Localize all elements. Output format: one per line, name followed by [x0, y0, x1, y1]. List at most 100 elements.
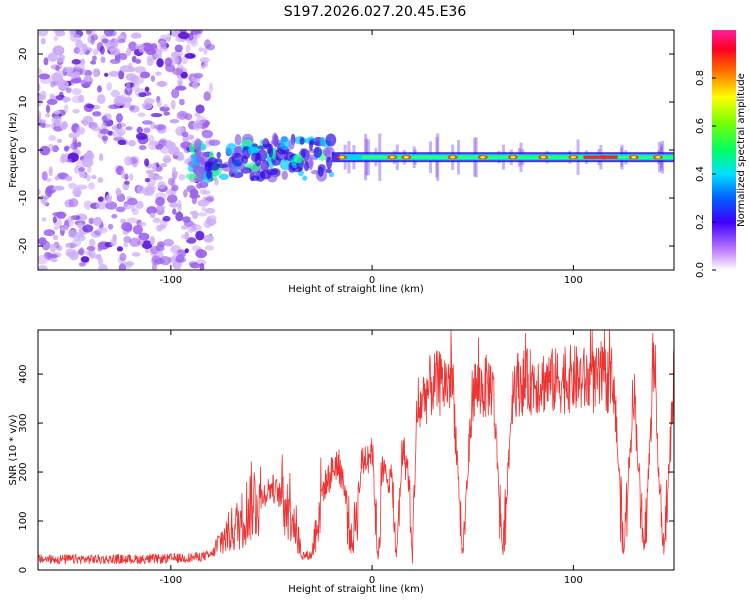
spectrogram-blob	[124, 180, 130, 185]
spectrogram-blob	[148, 172, 155, 180]
spectrogram-blob	[91, 125, 102, 132]
spectrogram-blob	[45, 104, 51, 114]
spectrogram-blob	[129, 237, 141, 248]
spectrogram-blob	[48, 134, 57, 142]
spectrogram-blob	[118, 69, 125, 80]
spectrogram-blob	[91, 55, 97, 61]
spectrogram-blob	[86, 104, 95, 109]
spectrogram-blob	[154, 175, 163, 181]
spectrogram-blob	[200, 64, 206, 70]
spectrogram-blob	[157, 181, 166, 190]
spectrogram-blob	[38, 255, 49, 265]
spectrogram-blob	[129, 173, 134, 181]
spectrogram-blob	[129, 66, 135, 73]
spectrogram-blob	[40, 197, 46, 204]
spectrogram-blob	[38, 68, 42, 75]
spectrogram-blob	[302, 175, 308, 181]
x-tick-label: -100	[159, 575, 182, 586]
spectrogram-blob	[172, 208, 177, 215]
y-tick-label: 10	[18, 96, 29, 109]
spectrogram-blob	[38, 30, 49, 37]
spectrogram-blob	[59, 122, 67, 130]
spectrogram-blob	[83, 74, 93, 82]
spectrogram-blob	[143, 98, 155, 105]
spectrogram-blob	[208, 82, 214, 93]
spectrogram-blob	[155, 244, 165, 252]
spectrogram-blob	[79, 58, 85, 66]
spectrogram-blob	[203, 47, 208, 55]
spectrogram-blob	[174, 266, 181, 270]
spectrogram-blob	[117, 52, 128, 61]
spectrogram-y-label: Frequency (Hz)	[8, 112, 19, 188]
spectrogram-blob	[131, 252, 141, 257]
spectrogram-blob	[165, 58, 171, 67]
spectrogram-blob	[176, 199, 182, 209]
spectrogram-blob	[84, 250, 91, 256]
spectrogram-blob	[70, 215, 81, 221]
spectrogram-blob	[90, 35, 95, 45]
spectrogram-blob	[96, 94, 106, 105]
spectrogram-blob	[218, 173, 229, 180]
spectrogram-blob	[82, 43, 88, 53]
spectrogram-blob	[180, 71, 188, 79]
spectrogram-blob	[172, 68, 184, 76]
spectrogram-blob	[185, 173, 197, 180]
colorbar-tick-label: 0.4	[695, 166, 706, 182]
spectrogram-blob	[91, 175, 97, 180]
spectrogram-blob	[88, 238, 96, 247]
spectrogram-blob	[93, 216, 103, 227]
spectrogram-blob	[288, 138, 295, 150]
x-tick-label: 100	[564, 575, 583, 586]
colorbar: 0.0 0.2 0.4 0.6 0.8 Normalized spectral ampl…	[695, 30, 747, 278]
spectrogram-blob	[655, 155, 661, 159]
spectrogram-blob	[139, 71, 151, 79]
spectrogram-blob	[125, 73, 137, 81]
spectrogram-blob	[178, 173, 186, 181]
spectrogram-blob	[59, 155, 66, 164]
spectrogram-blob	[97, 247, 103, 252]
spectrogram-blob	[47, 52, 58, 62]
spectrogram-blob	[540, 155, 546, 159]
spectrogram-blob	[43, 229, 56, 237]
spectrogram-blob	[80, 256, 90, 263]
spectrogram-blob	[325, 133, 337, 147]
spectrogram-blob	[149, 212, 156, 219]
spectrogram-blob	[145, 248, 150, 254]
spectrogram-blob	[136, 126, 143, 134]
spectrogram-blob	[128, 41, 137, 52]
spectrogram-blob	[170, 51, 180, 58]
spectrogram-blob	[159, 256, 171, 266]
y-tick-label: 100	[18, 511, 29, 530]
spectrogram-blob	[299, 136, 305, 145]
figure-title: S197.2026.027.20.45.E36	[284, 4, 467, 20]
spectrogram-blob	[189, 194, 201, 199]
spectrogram-blob	[86, 166, 92, 173]
spectrogram-blob	[188, 261, 198, 267]
spectrogram-blob	[271, 132, 278, 147]
spectrogram-blob	[171, 88, 180, 99]
spectrogram-blob	[106, 82, 113, 92]
spectrogram-blob	[313, 146, 323, 158]
spectrogram-blob	[261, 140, 269, 145]
spectrogram-blob	[125, 126, 133, 131]
spectrogram-blob	[163, 103, 169, 109]
spectrogram-blob	[125, 82, 131, 92]
spectrogram-blob	[165, 189, 174, 196]
spectrogram-blob	[197, 30, 203, 35]
spectrogram-blob	[204, 161, 211, 167]
spectrogram-blob	[156, 204, 166, 211]
spectrogram-blob	[450, 155, 456, 159]
spectrogram-blob	[47, 188, 52, 198]
colorbar-tick-label: 0.0	[695, 262, 706, 278]
spectrogram-blob	[203, 91, 211, 101]
spectrogram-blob	[157, 224, 166, 230]
spectrogram-blob	[45, 113, 51, 118]
snr-y-label: SNR (10 * v/v)	[8, 414, 19, 485]
spectrogram-blob	[125, 48, 132, 56]
spectrogram-blob	[212, 171, 217, 182]
spectrogram-blob	[480, 155, 486, 159]
spectrogram-blob	[162, 215, 171, 222]
spectrogram-blob	[38, 73, 51, 80]
x-tick-label: 100	[564, 275, 583, 286]
